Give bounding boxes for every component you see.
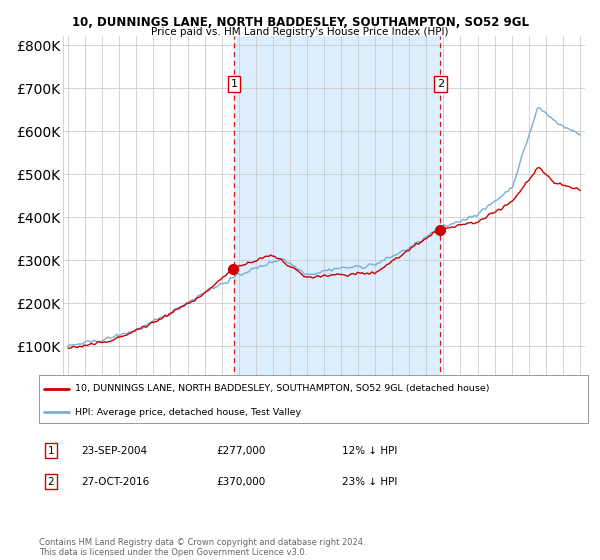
Text: 10, DUNNINGS LANE, NORTH BADDESLEY, SOUTHAMPTON, SO52 9GL: 10, DUNNINGS LANE, NORTH BADDESLEY, SOUT… xyxy=(71,16,529,29)
Text: HPI: Average price, detached house, Test Valley: HPI: Average price, detached house, Test… xyxy=(74,408,301,417)
Text: 1: 1 xyxy=(47,446,55,456)
Text: £277,000: £277,000 xyxy=(216,446,265,456)
Text: Contains HM Land Registry data © Crown copyright and database right 2024.
This d: Contains HM Land Registry data © Crown c… xyxy=(39,538,365,557)
Text: 23% ↓ HPI: 23% ↓ HPI xyxy=(342,477,397,487)
Text: 23-SEP-2004: 23-SEP-2004 xyxy=(81,446,147,456)
Text: £370,000: £370,000 xyxy=(216,477,265,487)
Text: 12% ↓ HPI: 12% ↓ HPI xyxy=(342,446,397,456)
Text: 10, DUNNINGS LANE, NORTH BADDESLEY, SOUTHAMPTON, SO52 9GL (detached house): 10, DUNNINGS LANE, NORTH BADDESLEY, SOUT… xyxy=(74,384,489,393)
Text: 2: 2 xyxy=(47,477,55,487)
Text: Price paid vs. HM Land Registry's House Price Index (HPI): Price paid vs. HM Land Registry's House … xyxy=(151,27,449,37)
Bar xyxy=(234,36,440,389)
Text: 1: 1 xyxy=(230,79,238,88)
Text: 27-OCT-2016: 27-OCT-2016 xyxy=(81,477,149,487)
Text: 2: 2 xyxy=(437,79,444,88)
